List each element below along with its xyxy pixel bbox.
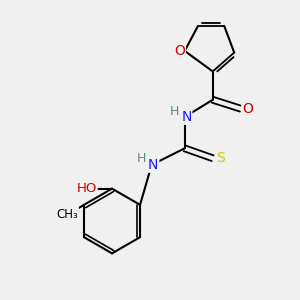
Text: O: O	[174, 44, 185, 58]
Text: N: N	[148, 158, 158, 172]
Text: HO: HO	[76, 182, 97, 195]
Text: S: S	[216, 151, 224, 165]
Text: H: H	[136, 152, 146, 165]
Text: N: N	[181, 110, 191, 124]
Text: O: O	[242, 102, 253, 116]
Text: H: H	[169, 104, 179, 118]
Text: CH₃: CH₃	[57, 208, 78, 220]
